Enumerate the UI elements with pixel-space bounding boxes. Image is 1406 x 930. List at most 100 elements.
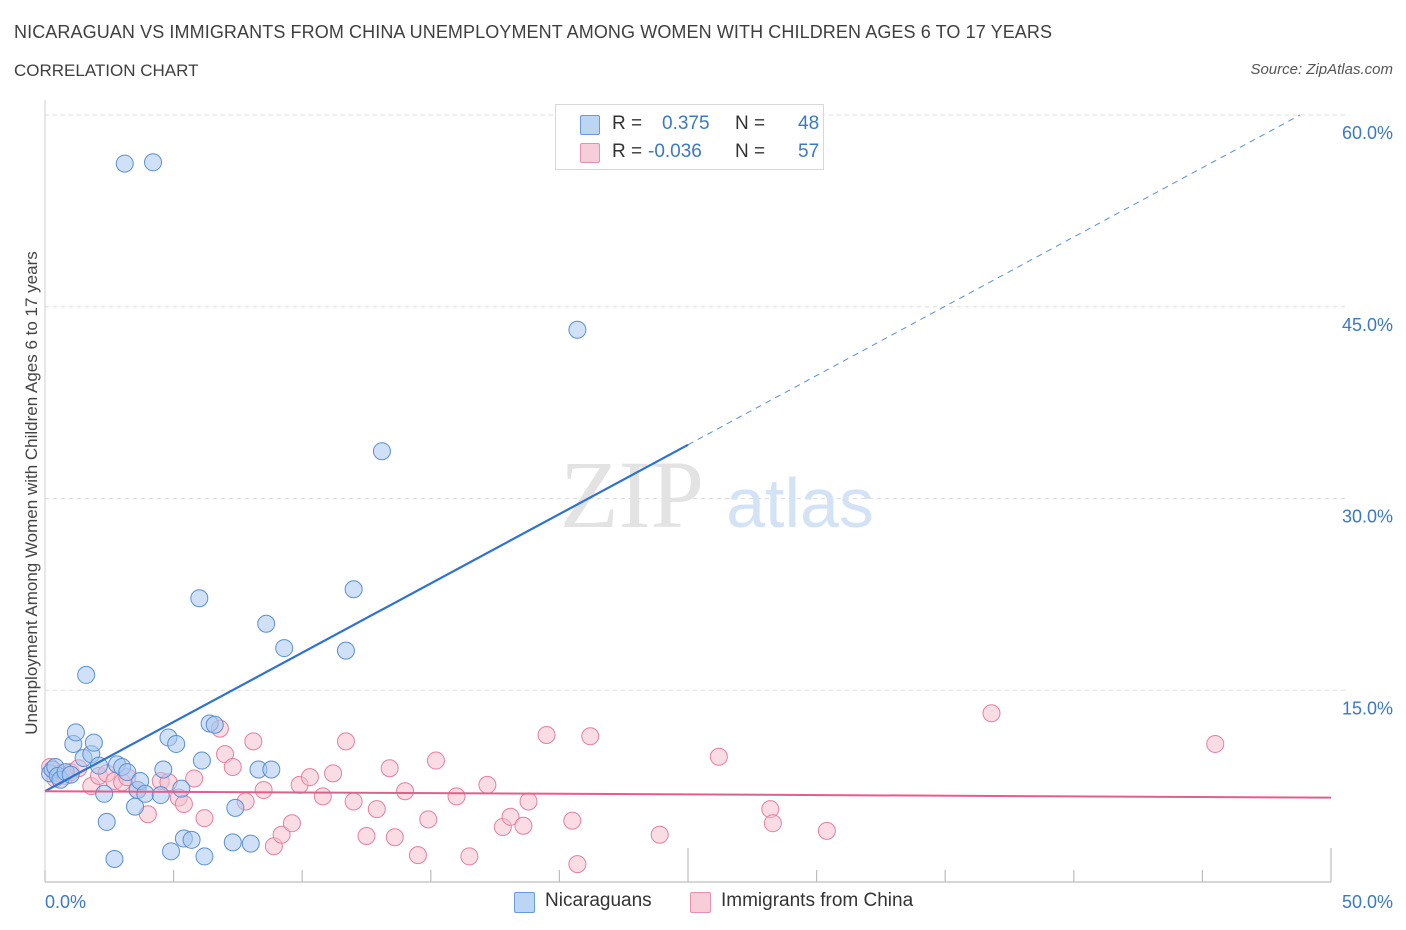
nicaraguan-point [77, 665, 96, 684]
china-point [501, 807, 520, 826]
gridlines [45, 114, 1345, 691]
nicaraguan-point [172, 779, 191, 798]
china-point [185, 769, 204, 788]
correlation-legend: R = 0.375 N = 48 R = -0.036 N = 57 [555, 104, 824, 170]
nicaraguan-point [167, 734, 186, 753]
nicaraguan-trend-extension [687, 114, 1301, 446]
y-tick-label: 60.0% [1342, 123, 1393, 143]
axes [44, 100, 1332, 883]
bottom-legend-label-china: Immigrants from China [721, 890, 914, 911]
nicaraguan-point [192, 751, 211, 770]
nicaraguan-point [190, 589, 209, 608]
china-point [650, 825, 669, 844]
china-point [426, 751, 445, 770]
chart-subtitle: CORRELATION CHART [14, 61, 199, 80]
y-tick-label: 15.0% [1342, 698, 1393, 718]
china-trend-line [44, 790, 1332, 799]
legend-swatch-nicaraguans [580, 115, 600, 135]
watermark: ZIP atlas [560, 441, 874, 548]
nicaraguan-point [144, 153, 163, 172]
nicaraguan-point [262, 760, 281, 779]
china-point [514, 816, 533, 835]
nicaraguan-point [66, 723, 85, 742]
china-point [357, 826, 376, 845]
legend-n-value: 48 [798, 113, 820, 134]
legend-r-value: 0.375 [662, 113, 710, 134]
x-tick-label: 50.0% [1342, 892, 1393, 912]
china-point [396, 782, 415, 801]
nicaraguan-point [97, 812, 116, 831]
china-point [817, 821, 836, 840]
china-point [324, 764, 343, 783]
nicaraguan-point [257, 614, 276, 633]
nicaraguan-point [118, 763, 137, 782]
china-point [709, 747, 728, 766]
legend-n-value: 57 [798, 141, 820, 162]
china-point [419, 810, 438, 829]
y-tick-label: 45.0% [1342, 315, 1393, 335]
china-point [174, 795, 193, 814]
nicaraguan-point [182, 830, 201, 849]
nicaraguan-point [241, 834, 260, 853]
china-point [478, 775, 497, 794]
nicaraguan-point [105, 849, 124, 868]
nicaraguan-point [151, 786, 170, 805]
legend-n-label: N = [735, 141, 766, 162]
x-tick-label: 0.0% [45, 892, 86, 912]
tick-labels: 15.0% 30.0% 45.0% 60.0% 0.0% 50.0% [45, 123, 1393, 912]
china-point [568, 855, 587, 874]
nicaraguan-point [275, 639, 294, 658]
china-point [447, 787, 466, 806]
bottom-legend-swatch-nicaraguans [514, 892, 535, 913]
china-point [344, 792, 363, 811]
watermark-zip: ZIP [560, 441, 704, 548]
china-point [223, 757, 242, 776]
china-point [300, 768, 319, 787]
nicaraguan-point [162, 842, 181, 861]
nicaraguan-point [136, 784, 155, 803]
china-point [195, 809, 214, 828]
china-point [385, 828, 404, 847]
china-point [563, 811, 582, 830]
legend-n-label: N = [735, 113, 766, 134]
nicaraguan-point [95, 784, 114, 803]
nicaraguan-point [84, 733, 103, 752]
china-point [581, 727, 600, 746]
nicaraguan-point [205, 715, 224, 734]
nicaraguan-point [223, 833, 242, 852]
nicaraguan-trend-line [44, 443, 689, 793]
legend-r-label: R = [612, 113, 643, 134]
china-point [313, 787, 332, 806]
nicaraguan-point [154, 760, 173, 779]
nicaraguan-points [41, 153, 587, 868]
legend-r-value: -0.036 [648, 141, 702, 162]
china-point [272, 825, 291, 844]
china-point [244, 732, 263, 751]
source-credit: Source: ZipAtlas.com [1250, 61, 1393, 78]
nicaraguan-point [372, 442, 391, 461]
china-point [282, 814, 301, 833]
legend-swatch-china [580, 143, 600, 163]
nicaraguan-point [568, 320, 587, 339]
china-point [336, 732, 355, 751]
china-point [460, 847, 479, 866]
nicaraguan-point [336, 641, 355, 660]
china-point [408, 846, 427, 865]
nicaraguan-point [344, 580, 363, 599]
china-point [763, 814, 782, 833]
y-tick-label: 30.0% [1342, 507, 1393, 527]
bottom-legend-label-nicaraguans: Nicaraguans [545, 890, 652, 911]
nicaraguan-point [195, 847, 214, 866]
china-point [519, 792, 538, 811]
china-point [537, 725, 556, 744]
china-point [1206, 734, 1225, 753]
nicaraguan-point [226, 798, 245, 817]
china-point [982, 704, 1001, 723]
chart-title: NICARAGUAN VS IMMIGRANTS FROM CHINA UNEM… [14, 22, 1053, 42]
nicaraguan-point [115, 154, 134, 173]
china-point [254, 780, 273, 799]
legend-r-label: R = [612, 141, 643, 162]
china-point [380, 759, 399, 778]
watermark-atlas: atlas [726, 464, 874, 542]
